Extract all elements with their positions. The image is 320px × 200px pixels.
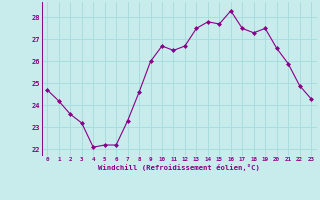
X-axis label: Windchill (Refroidissement éolien,°C): Windchill (Refroidissement éolien,°C): [98, 164, 260, 171]
